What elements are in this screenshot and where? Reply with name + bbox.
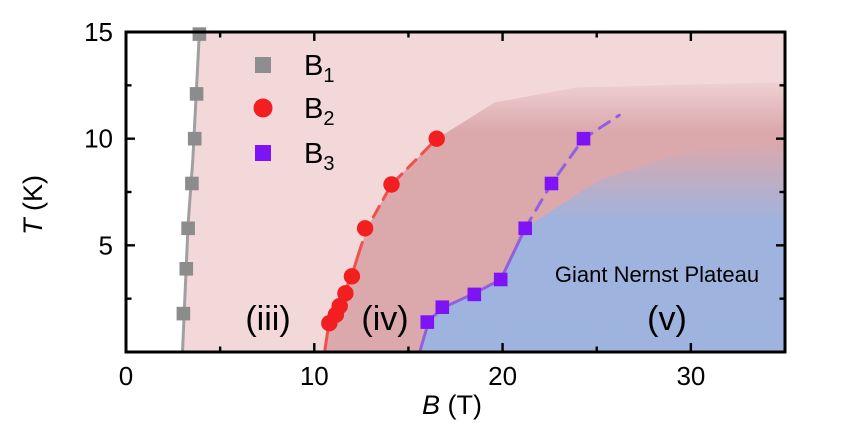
data-point-b2 xyxy=(383,176,400,193)
axis-tick-labels: 0 10 20 30 5 10 15 xyxy=(84,17,705,391)
data-point-b2 xyxy=(356,220,374,237)
y-axis-title: T (K) xyxy=(18,175,48,235)
data-point-b3 xyxy=(435,300,450,314)
legend: B1 B2 B3 xyxy=(253,50,334,175)
data-point-b3 xyxy=(493,272,508,287)
b2-boundary-line-dashed xyxy=(357,137,439,256)
y-tick-label: 15 xyxy=(84,17,113,47)
b3-boundary-line-dashed xyxy=(523,113,621,230)
data-point-b1 xyxy=(192,27,207,41)
data-point-b1 xyxy=(187,131,202,146)
y-tick-label: 5 xyxy=(99,230,113,260)
plot-area: (iii) (iv) (v) Giant Nernst Plateau B1 B… xyxy=(18,17,787,420)
region-v-fill xyxy=(419,142,785,352)
legend-b1-square-marker xyxy=(255,57,271,73)
y-tick-label: 10 xyxy=(84,124,113,154)
legend-b1-text: B xyxy=(304,50,323,82)
region-annotations: (iii) (iv) (v) Giant Nernst Plateau xyxy=(245,262,759,338)
data-point-b1 xyxy=(176,306,191,321)
data-point-b3 xyxy=(576,131,591,146)
data-point-b3 xyxy=(518,221,532,236)
data-point-b1 xyxy=(185,176,199,191)
data-point-b1 xyxy=(181,221,195,236)
legend-b3-text: B xyxy=(304,138,323,170)
data-point-b3 xyxy=(467,287,482,302)
data-point-b2 xyxy=(428,130,445,147)
region-v-label: (v) xyxy=(647,300,687,338)
data-point-b2 xyxy=(343,268,361,285)
data-point-b3 xyxy=(420,315,435,329)
x-tick-label: 10 xyxy=(300,361,329,391)
region-iv-label: (iv) xyxy=(361,300,408,338)
y-axis-unit: (K) xyxy=(18,175,48,219)
y-axis-symbol: T xyxy=(18,216,48,235)
legend-b2-text: B xyxy=(304,93,323,125)
data-point-b1 xyxy=(179,262,194,276)
legend-b1-label: B1 xyxy=(304,50,334,87)
x-tick-label: 30 xyxy=(676,361,705,391)
x-tick-label: 20 xyxy=(488,361,517,391)
phase-regions xyxy=(126,32,785,352)
data-point-b2 xyxy=(331,297,348,315)
x-tick-label: 0 xyxy=(119,361,133,391)
x-axis-title: B (T) xyxy=(422,390,482,420)
legend-b1-subscript: 1 xyxy=(323,65,334,87)
legend-b3-label: B3 xyxy=(304,138,334,175)
legend-b3-subscript: 3 xyxy=(323,153,334,175)
data-point-b3 xyxy=(544,176,559,191)
x-axis-symbol: B xyxy=(422,390,440,420)
legend-b3-square-marker xyxy=(255,145,271,161)
plateau-label: Giant Nernst Plateau xyxy=(555,262,759,287)
region-iii-label: (iii) xyxy=(245,300,290,338)
plot-frame xyxy=(124,30,787,354)
legend-b2-circle-marker xyxy=(253,98,273,118)
legend-b2-label: B2 xyxy=(304,93,334,130)
legend-b2-subscript: 2 xyxy=(323,108,334,130)
x-axis-unit: (T) xyxy=(440,390,482,420)
data-point-b2 xyxy=(337,285,354,302)
data-point-b1 xyxy=(189,87,204,101)
